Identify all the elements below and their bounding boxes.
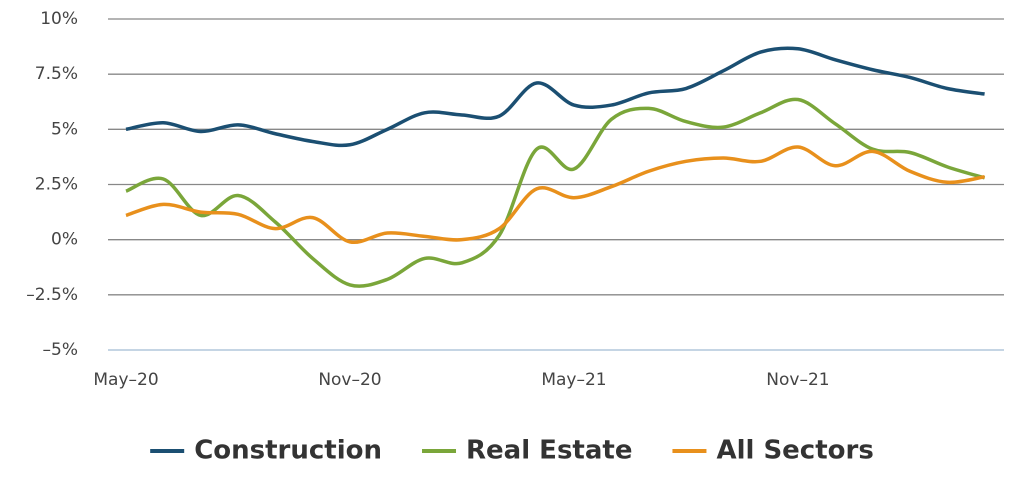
y-tick-label: 2.5% xyxy=(35,175,78,195)
x-tick-label: May–20 xyxy=(93,370,158,390)
series-line xyxy=(125,97,986,288)
x-tick-label: Nov–21 xyxy=(766,370,829,390)
y-tick-label: 0% xyxy=(51,230,78,250)
x-tick-label: Nov–20 xyxy=(318,370,381,390)
y-tick-label: 10% xyxy=(40,9,78,29)
series-line xyxy=(125,145,985,245)
x-tick-label: May–21 xyxy=(541,370,606,390)
legend-label: Real Estate xyxy=(466,436,632,466)
legend-label: Construction xyxy=(194,436,382,466)
y-tick-label: –5% xyxy=(43,340,78,360)
series-line xyxy=(125,46,985,148)
y-tick-label: –2.5% xyxy=(26,285,78,305)
y-tick-label: 7.5% xyxy=(35,64,78,84)
y-tick-label: 5% xyxy=(51,119,78,139)
legend-label: All Sectors xyxy=(716,436,873,466)
